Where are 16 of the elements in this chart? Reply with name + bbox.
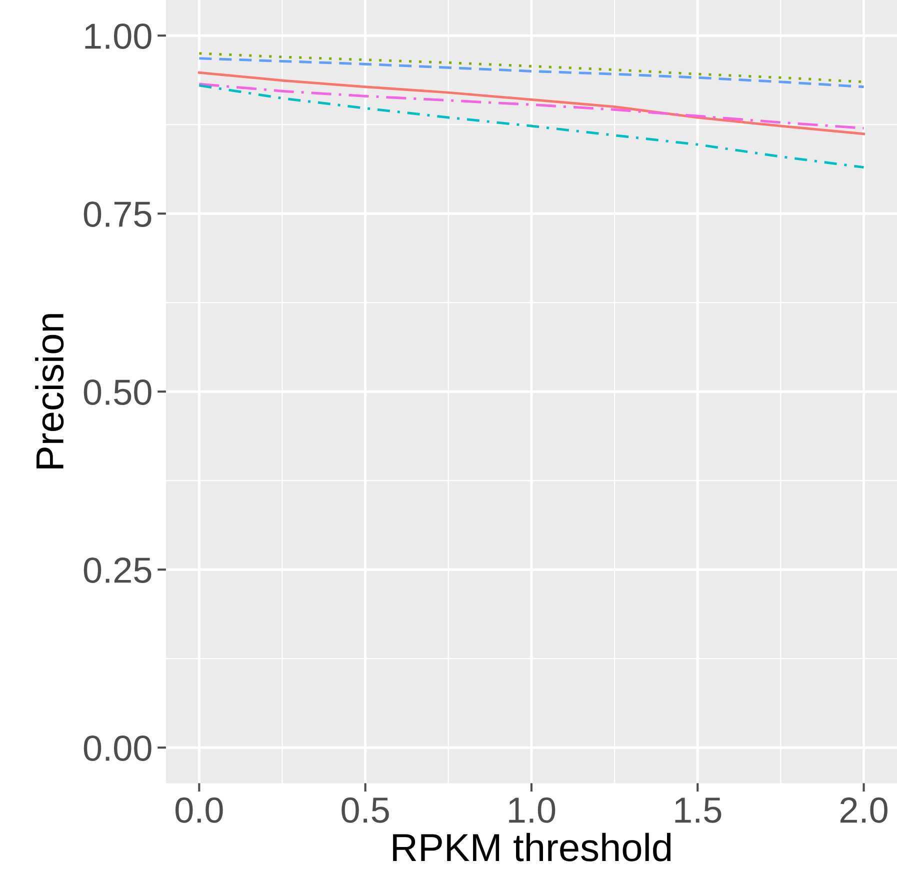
x-tick-label: 1.0 [509, 797, 556, 823]
y-axis-title: Precision [35, 314, 64, 468]
x-tick-label: 1.5 [675, 798, 722, 823]
x-axis-title: RPKM threshold [393, 832, 671, 862]
y-tick-label: 0.25 [84, 557, 152, 584]
x-tick-label: 0.0 [175, 797, 223, 823]
line-series [198, 84, 866, 169]
y-tick-label: 0.00 [84, 735, 152, 762]
x-tick-label: 2.0 [840, 797, 888, 823]
line-series [198, 82, 866, 130]
line-series [198, 71, 866, 136]
y-tick-label: 1.00 [85, 23, 152, 50]
line-series [198, 57, 866, 88]
y-tick-label: 0.75 [84, 201, 152, 228]
y-tick-label: 0.50 [84, 379, 152, 406]
x-tick-label: 0.5 [342, 797, 389, 823]
